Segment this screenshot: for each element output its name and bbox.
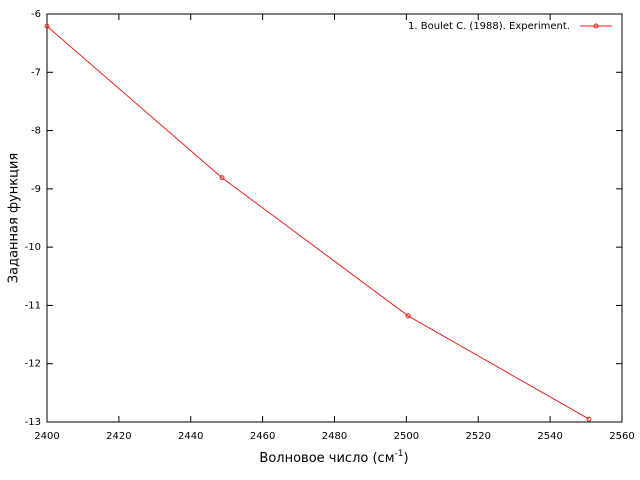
x-tick-label: 2560 — [609, 431, 634, 442]
x-axis-title-suffix: ) — [403, 451, 408, 466]
series-line — [46, 25, 590, 420]
y-tick-label: -13 — [25, 417, 41, 428]
y-tick-label: -10 — [25, 242, 41, 253]
y-tick-label: -12 — [25, 359, 41, 370]
data-point — [44, 23, 50, 29]
y-tick-label: -9 — [31, 184, 41, 195]
x-tick-label: 2540 — [537, 431, 562, 442]
y-tick-label: -11 — [25, 300, 41, 311]
x-tick-label: 2400 — [34, 431, 59, 442]
x-tick-label: 2480 — [322, 431, 347, 442]
y-axis-title: Заданная функция — [7, 153, 22, 283]
x-tick-label: 2420 — [106, 431, 131, 442]
legend-marker — [593, 23, 599, 29]
x-axis-title-sup: -1 — [395, 449, 404, 459]
x-tick-label: 2440 — [178, 431, 203, 442]
data-point — [586, 416, 592, 422]
x-axis-title-text: Волновое число (см — [259, 451, 394, 466]
y-tick-label: -6 — [31, 9, 41, 20]
x-tick-label: 2520 — [466, 431, 491, 442]
x-axis-title: Волновое число (см-1) — [259, 449, 408, 466]
y-tick-label: -7 — [31, 67, 41, 78]
y-tick-label: -8 — [31, 126, 41, 137]
data-point — [219, 175, 225, 181]
x-tick-label: 2460 — [250, 431, 275, 442]
plot-border — [46, 13, 623, 423]
x-tick-label: 2500 — [394, 431, 419, 442]
legend-label: 1. Boulet C. (1988). Experiment. — [408, 21, 570, 32]
data-point — [405, 313, 411, 319]
